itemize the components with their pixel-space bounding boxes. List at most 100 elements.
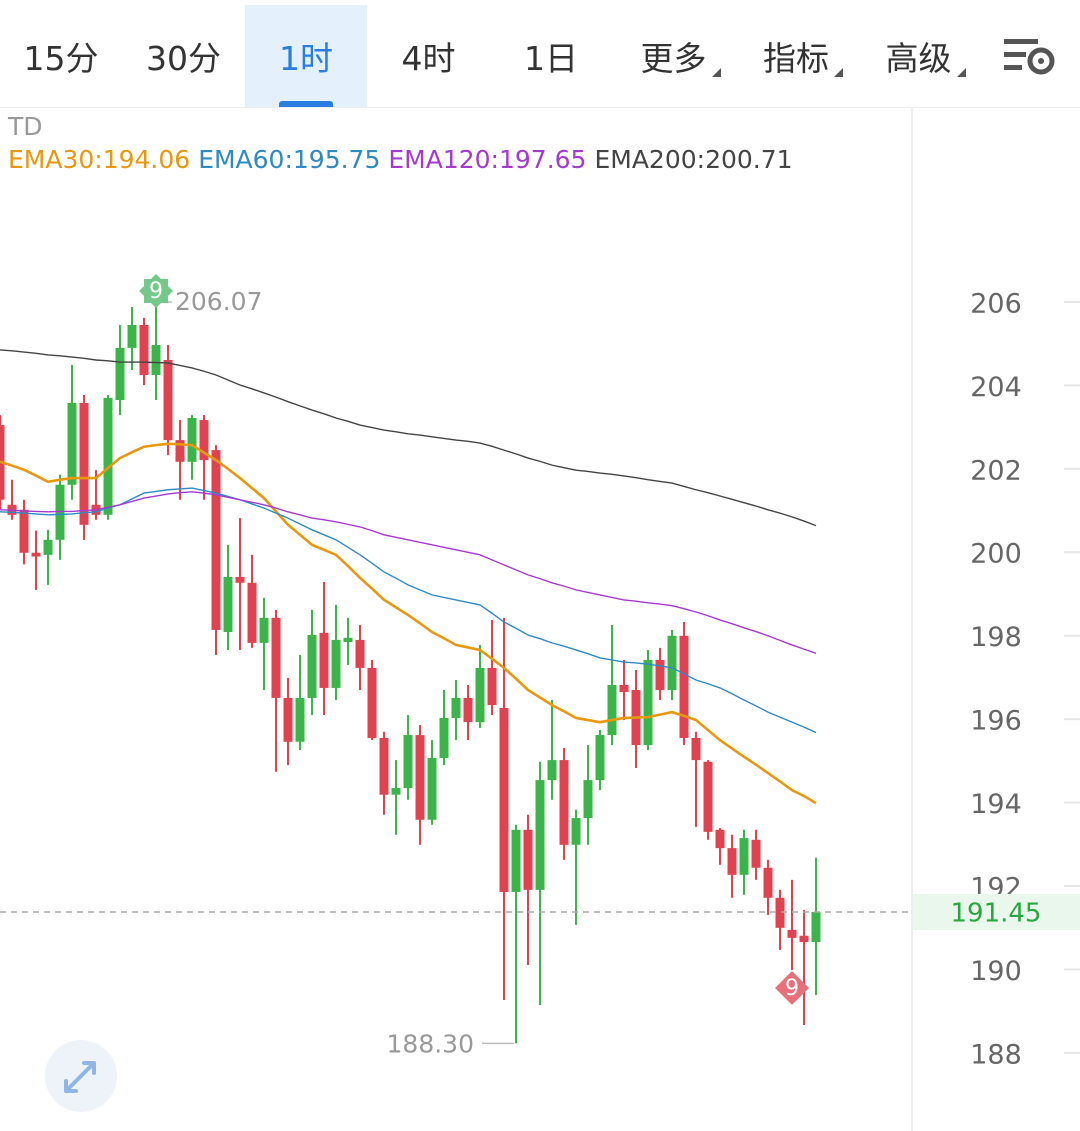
ema-line bbox=[0, 349, 817, 527]
ema-line bbox=[0, 491, 817, 654]
period-tab[interactable]: 指标 bbox=[735, 5, 857, 107]
tab-label: 30分 bbox=[146, 39, 221, 78]
candle-body bbox=[475, 667, 485, 723]
candle-body bbox=[763, 867, 773, 898]
candle-body bbox=[439, 717, 449, 759]
candle-body bbox=[235, 576, 245, 583]
candle-body bbox=[343, 637, 353, 643]
y-tick-label: 202 bbox=[970, 455, 1022, 486]
expand-button[interactable] bbox=[45, 1040, 117, 1112]
y-tick-label: 196 bbox=[970, 706, 1022, 737]
ema-line bbox=[0, 487, 817, 734]
candle-body bbox=[739, 838, 749, 875]
period-tabs: 15分 30分 1时 4时 1日 更多 指标 高级 bbox=[0, 0, 1080, 108]
candle-body bbox=[523, 829, 533, 890]
y-tick-label: 204 bbox=[970, 372, 1022, 403]
candle-body bbox=[55, 484, 65, 540]
candle-body bbox=[787, 929, 797, 938]
candle-body bbox=[199, 420, 209, 461]
candle-body bbox=[811, 911, 821, 943]
candle-body bbox=[115, 347, 125, 401]
candle-body bbox=[487, 667, 497, 706]
period-tab[interactable]: 高级 bbox=[858, 5, 980, 107]
tab-label: 4时 bbox=[401, 39, 456, 78]
td-signal-shape bbox=[144, 279, 168, 304]
candle-body bbox=[271, 617, 281, 698]
td-signal-shape bbox=[775, 970, 809, 1005]
legend-lines: EMA30:194.06 EMA60:195.75 EMA120:197.65 EMA… bbox=[8, 143, 801, 176]
price-tag-label: 191.45 bbox=[951, 898, 1042, 928]
candle-body bbox=[175, 440, 185, 462]
candle-body bbox=[463, 697, 473, 723]
candle-body bbox=[499, 707, 509, 892]
candle-body bbox=[319, 632, 329, 688]
candle-body bbox=[283, 697, 293, 742]
candle-body bbox=[391, 788, 401, 795]
tab-label: 更多 bbox=[640, 39, 707, 78]
candle-body bbox=[355, 639, 365, 668]
candle-body bbox=[103, 397, 113, 515]
plot-area bbox=[0, 302, 821, 1044]
candle-body bbox=[127, 324, 137, 348]
candle-body bbox=[247, 582, 257, 643]
candle-body bbox=[715, 829, 725, 849]
y-tick-label: 198 bbox=[970, 622, 1022, 653]
dropdown-arrow bbox=[834, 68, 843, 77]
candle-body bbox=[43, 539, 53, 555]
candle-body bbox=[703, 761, 713, 832]
min-label: 188.30 bbox=[387, 1029, 474, 1058]
y-tick-label: 188 bbox=[970, 1039, 1022, 1070]
candle-body bbox=[679, 635, 689, 738]
td-signal: 9 bbox=[775, 970, 809, 1005]
candle-body bbox=[451, 697, 461, 718]
candle-body bbox=[187, 417, 197, 462]
price-tag bbox=[913, 893, 1080, 930]
candle-body bbox=[19, 509, 29, 553]
candle-body bbox=[667, 635, 677, 691]
candle-body bbox=[223, 576, 233, 633]
candle-body bbox=[331, 639, 341, 688]
candle-body bbox=[607, 685, 617, 736]
legend-entry: EMA200:200.71 bbox=[594, 145, 793, 174]
legend: TD EMA30:194.06 EMA60:195.75 EMA120:197.65… bbox=[8, 110, 801, 176]
candle-body bbox=[751, 839, 761, 868]
tab-label: 1时 bbox=[279, 39, 333, 78]
legend-entry: EMA30:194.06 bbox=[8, 145, 191, 174]
candle-body bbox=[619, 685, 629, 693]
period-tab[interactable]: 更多 bbox=[613, 5, 735, 107]
tab-label: 15分 bbox=[23, 39, 99, 78]
y-tick-label: 206 bbox=[970, 288, 1022, 319]
candle-body bbox=[511, 829, 521, 892]
settings-icon[interactable] bbox=[1002, 35, 1058, 79]
candle-body bbox=[307, 634, 317, 698]
legend-entry: EMA120:197.65 bbox=[388, 145, 587, 174]
indicator-label: TD bbox=[8, 112, 43, 141]
candle-body bbox=[79, 402, 89, 525]
period-tab[interactable]: 15分 bbox=[0, 5, 122, 107]
candle-body bbox=[31, 552, 41, 557]
candle-body bbox=[799, 935, 809, 943]
period-tab[interactable]: 4时 bbox=[368, 5, 490, 107]
candle-body bbox=[535, 780, 545, 890]
tab-label: 高级 bbox=[885, 39, 952, 78]
candle-body bbox=[547, 760, 557, 781]
period-tab[interactable]: 30分 bbox=[123, 5, 245, 107]
candle-body bbox=[583, 780, 593, 819]
candle-body bbox=[403, 735, 413, 789]
td-signal-label: 9 bbox=[785, 976, 799, 1001]
candle-body bbox=[415, 735, 425, 820]
y-tick-label: 194 bbox=[970, 789, 1022, 820]
td-signal-label: 9 bbox=[149, 279, 163, 304]
max-label: 206.07 bbox=[175, 287, 262, 316]
candle-body bbox=[367, 667, 377, 738]
period-tab[interactable]: 1时 bbox=[245, 5, 367, 107]
candle-body bbox=[727, 848, 737, 875]
active-indicator bbox=[279, 101, 333, 107]
candle-body bbox=[655, 659, 665, 691]
candle-body bbox=[643, 659, 653, 746]
td-signal: 9 bbox=[139, 274, 173, 308]
period-tab[interactable]: 1日 bbox=[490, 5, 612, 107]
legend-entry: EMA60:195.75 bbox=[198, 145, 381, 174]
candle-body bbox=[139, 324, 149, 376]
